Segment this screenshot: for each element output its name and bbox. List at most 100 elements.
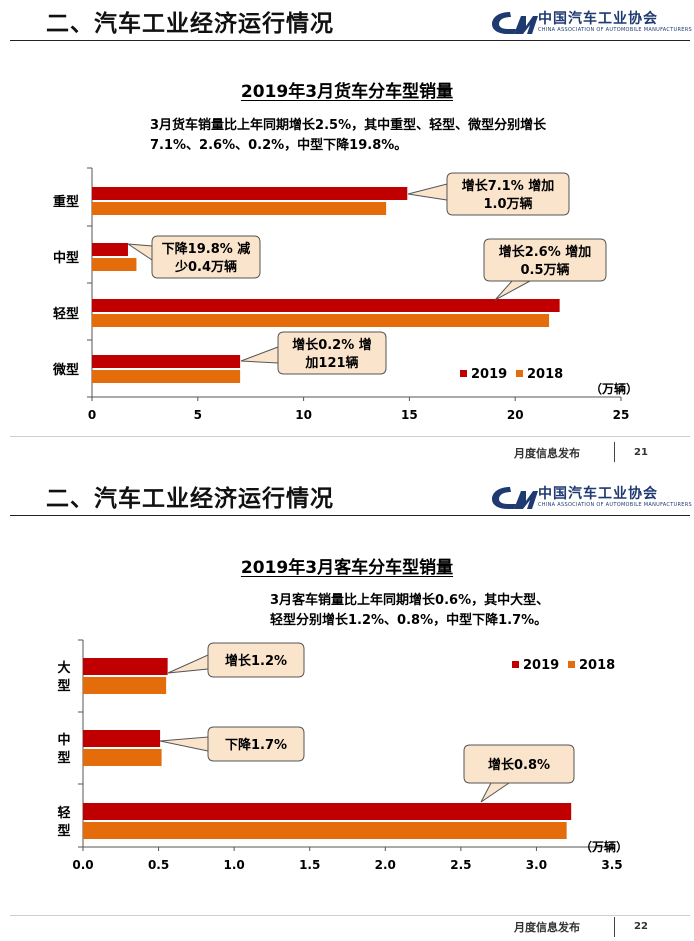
section-title: 二、汽车工业经济运行情况: [46, 486, 334, 512]
slide-header: 二、汽车工业经济运行情况 中国汽车工业协会 CHINA ASSOCIATION …: [0, 475, 694, 517]
callout-pointer-join: [513, 279, 529, 281]
x-tick-label: 0: [88, 408, 96, 422]
footer-label: 月度信息发布: [514, 921, 580, 934]
bar-2018: [92, 314, 550, 327]
bar-2018: [92, 370, 241, 383]
callout-text: 加121辆: [304, 355, 358, 371]
category-label: 型: [57, 678, 70, 694]
x-tick-label: 0.0: [72, 858, 93, 872]
bar-2018: [92, 202, 387, 215]
legend-label-2018: 2018: [579, 658, 615, 673]
callout-text: 增长2.6% 增加: [499, 244, 592, 260]
callout-box: [277, 331, 387, 375]
footer-divider: [10, 915, 690, 916]
x-tick-label: 10: [295, 408, 312, 422]
slide-truck-sales: 二、汽车工业经济运行情况 中国汽车工业协会 CHINA ASSOCIATION …: [0, 0, 694, 466]
callout-pointer: [494, 280, 531, 301]
legend-swatch-2019: [460, 370, 467, 377]
slide-gap: [0, 466, 694, 475]
category-label: 重型: [53, 194, 79, 210]
callout-text: 增长7.1% 增加: [462, 178, 555, 194]
chart-title: 2019年3月货车分车型销量: [240, 82, 454, 102]
callout-text: 增长0.8%: [488, 757, 550, 773]
chart-summary: 3月客车销量比上年同期增长0.6%，其中大型、 轻型分别增长1.2%、0.8%，…: [270, 593, 550, 628]
footer-label: 月度信息发布: [514, 447, 580, 460]
callout-box: [463, 744, 575, 784]
callout-box: [151, 235, 261, 279]
x-tick-label: 1.0: [224, 858, 245, 872]
callout-text: 增长0.2% 增: [292, 337, 372, 353]
x-tick-label: 3.5: [601, 858, 622, 872]
legend-label-2019: 2019: [471, 367, 507, 382]
x-tick-label: 3.0: [526, 858, 547, 872]
callout-pointer-join: [208, 738, 210, 750]
page-number: 22: [634, 921, 648, 932]
callout-pointer: [407, 183, 448, 201]
logo-subtext: CHINA ASSOCIATION OF AUTOMOBILE MANUFACT…: [538, 502, 692, 508]
callout-text: 下降19.8% 减: [162, 241, 251, 257]
bar-2019: [92, 355, 241, 368]
category-label: 型: [57, 750, 70, 766]
callout-pointer: [159, 736, 209, 752]
legend-label-2019: 2019: [523, 658, 559, 673]
bar-2019: [92, 299, 560, 312]
page-number: 21: [634, 447, 648, 458]
x-tick-label: 15: [401, 408, 418, 422]
callout-pointer-join: [208, 656, 210, 668]
caam-logo-icon: [492, 487, 538, 509]
unit-label: （万辆）: [580, 839, 628, 854]
logo-text: 中国汽车工业协会: [538, 11, 658, 27]
callout-box: [446, 172, 570, 216]
x-tick-label: 0.5: [148, 858, 169, 872]
category-label: 轻型: [53, 306, 79, 322]
callout-pointer: [480, 782, 511, 803]
legend-swatch-2018: [516, 370, 523, 377]
bar-2019: [83, 803, 572, 820]
callout-text: 1.0万辆: [483, 196, 532, 212]
bar-2018: [83, 749, 162, 766]
logo-text: 中国汽车工业协会: [538, 486, 658, 502]
callout-box: [207, 726, 305, 762]
slide-header: 二、汽车工业经济运行情况 中国汽车工业协会 CHINA ASSOCIATION …: [0, 0, 694, 42]
callout-box: [207, 642, 305, 678]
x-tick-label: 1.5: [299, 858, 320, 872]
category-label: 轻: [57, 805, 70, 821]
x-tick-label: 2.5: [450, 858, 471, 872]
slide-bus-sales: 二、汽车工业经济运行情况 中国汽车工业协会 CHINA ASSOCIATION …: [0, 475, 694, 941]
footer-separator: [614, 442, 615, 462]
bar-2018: [83, 822, 567, 839]
callout-pointer-join: [278, 348, 280, 362]
footer-divider: [10, 436, 690, 437]
callout-box: [483, 238, 607, 282]
legend-label-2018: 2018: [527, 367, 563, 382]
category-label: 大: [57, 660, 70, 676]
callout-pointer: [167, 654, 209, 674]
legend-swatch-2018: [568, 661, 575, 668]
x-tick-label: 5: [194, 408, 202, 422]
unit-label: （万辆）: [590, 381, 638, 396]
callout-text: 少0.4万辆: [174, 259, 237, 275]
legend-swatch-2019: [512, 661, 519, 668]
category-label: 微型: [52, 362, 79, 378]
category-label: 型: [57, 823, 70, 839]
bar-2018: [92, 258, 137, 271]
logo-subtext: CHINA ASSOCIATION OF AUTOMOBILE MANUFACT…: [538, 27, 692, 33]
bar-2019: [92, 187, 408, 200]
chart-title: 2019年3月客车分车型销量: [240, 558, 454, 578]
bar-2018: [83, 677, 167, 694]
callout-text: 下降1.7%: [225, 737, 287, 753]
chart-summary: 3月货车销量比上年同期增长2.5%，其中重型、轻型、微型分别增长 7.1%、2.…: [150, 118, 547, 153]
callout-pointer-join: [447, 185, 449, 199]
section-title: 二、汽车工业经济运行情况: [46, 11, 334, 37]
callout-text: 增长1.2%: [225, 653, 287, 669]
callout-pointer: [240, 346, 279, 364]
callout-pointer-join: [492, 781, 508, 783]
header-divider: [10, 40, 690, 41]
callout-pointer: [127, 243, 153, 261]
bar-2019: [83, 658, 168, 675]
callout-text: 0.5万辆: [520, 262, 569, 278]
caam-logo-icon: [492, 12, 538, 34]
x-tick-label: 20: [507, 408, 524, 422]
